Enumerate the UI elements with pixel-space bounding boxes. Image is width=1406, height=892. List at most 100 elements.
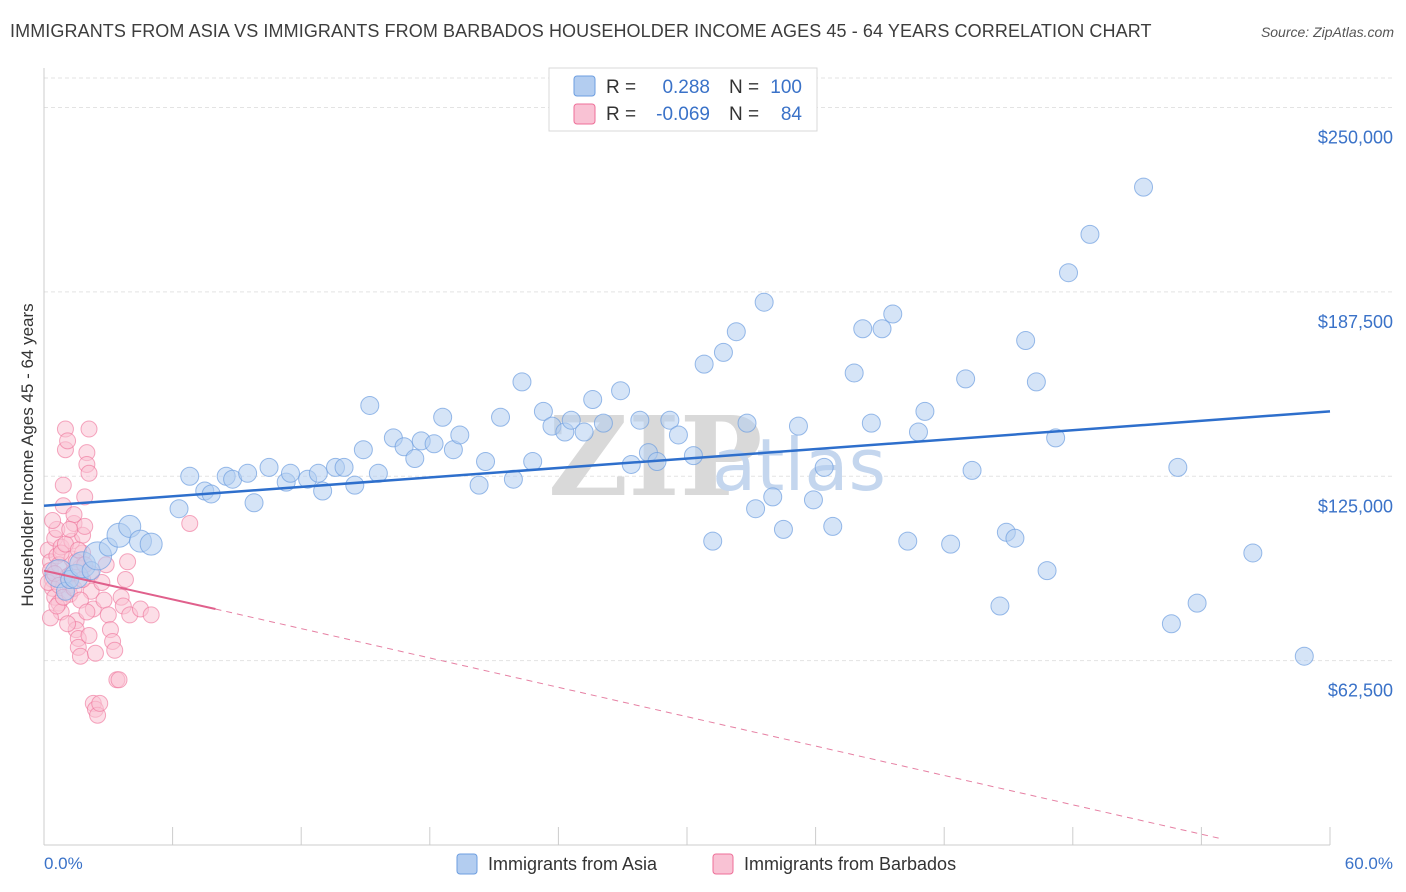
asia-point	[491, 407, 511, 427]
asia-point	[737, 413, 757, 433]
barbados-point	[54, 476, 72, 494]
barbados-point	[80, 627, 98, 645]
asia-point	[660, 410, 680, 430]
barbados-point	[59, 432, 77, 450]
barbados-point	[76, 488, 94, 506]
asia-point	[621, 454, 641, 474]
y-tick-label: $250,000	[1318, 128, 1393, 148]
watermark-atlas: atlas	[712, 423, 886, 507]
series-legend: Immigrants from Asia Immigrants from Bar…	[456, 853, 956, 875]
asia-point	[593, 413, 613, 433]
asia-point	[280, 463, 300, 483]
asia-point	[754, 292, 774, 312]
asia-point	[611, 381, 631, 401]
y-tick-label: $187,500	[1318, 312, 1393, 332]
barbados-point	[71, 647, 89, 665]
legend-r-value-asia: 0.288	[662, 77, 710, 98]
barbados-point	[181, 514, 199, 532]
barbados-point	[110, 671, 128, 689]
axes	[43, 68, 1331, 846]
asia-point	[683, 446, 703, 466]
source-label: Source: ZipAtlas.com	[1260, 24, 1394, 40]
stats-legend: R = 0.288 N = 100 R = -0.069 N = 84	[548, 67, 818, 132]
barbados-point	[59, 615, 77, 633]
asia-point	[259, 457, 279, 477]
asia-point	[746, 499, 766, 519]
asia-point	[814, 457, 834, 477]
chart-title: IMMIGRANTS FROM ASIA VS IMMIGRANTS FROM …	[10, 21, 1152, 41]
x-tick-label: 60.0%	[1345, 854, 1393, 873]
asia-point	[941, 534, 961, 554]
bottom-legend-swatch-barbados	[712, 853, 734, 875]
asia-point	[180, 466, 200, 486]
asia-point	[523, 452, 543, 471]
asia-point	[405, 449, 425, 469]
asia-point	[353, 440, 373, 460]
trend-line-asia	[43, 410, 1331, 507]
asia-point	[803, 490, 823, 510]
legend-r-label-barbados: R =	[606, 104, 636, 125]
asia-point	[1059, 263, 1079, 283]
barbados-point	[95, 591, 113, 609]
asia-point	[883, 304, 903, 324]
asia-point	[1187, 593, 1207, 613]
asia-point	[1026, 372, 1046, 392]
grid-lines	[44, 77, 1395, 662]
asia-point	[726, 322, 746, 342]
asia-point	[345, 475, 365, 495]
legend-swatch-asia	[573, 75, 596, 97]
asia-point	[244, 493, 264, 513]
asia-point	[713, 342, 733, 362]
barbados-point	[86, 644, 104, 662]
asia-point	[360, 395, 380, 415]
barbados-point	[76, 517, 94, 535]
asia-point	[394, 437, 414, 457]
barbados-point	[44, 512, 62, 529]
asia-point	[583, 390, 603, 410]
asia-point	[962, 460, 982, 480]
y-axis-label: Householder Income Ages 45 - 64 years	[18, 303, 37, 606]
asia-point	[956, 369, 976, 389]
barbados-point	[80, 464, 98, 482]
asia-point	[1161, 614, 1181, 634]
barbados-point	[78, 603, 96, 621]
legend-n-value-barbados: 84	[781, 104, 803, 125]
asia-point	[1005, 528, 1025, 548]
barbados-point	[80, 420, 98, 438]
legend-n-label-asia: N =	[729, 77, 759, 98]
legend-r-label-asia: R =	[606, 77, 636, 98]
asia-point	[853, 319, 873, 339]
barbados-point	[99, 606, 117, 624]
asia-point	[773, 519, 793, 539]
barbados-point	[91, 694, 109, 712]
asia-point	[1243, 543, 1263, 563]
asia-point	[898, 531, 918, 551]
legend-n-value-asia: 100	[770, 77, 802, 98]
asia-point	[703, 531, 723, 551]
asia-point	[139, 532, 163, 556]
bottom-legend-barbados: Immigrants from Barbados	[744, 854, 956, 874]
asia-point	[1168, 457, 1188, 477]
asia-point	[469, 475, 489, 495]
barbados-point	[116, 571, 134, 588]
asia-point	[238, 463, 258, 483]
asia-point	[915, 401, 935, 421]
asia-point	[433, 407, 453, 427]
legend-n-label-barbados: N =	[729, 104, 759, 125]
asia-point	[308, 463, 328, 483]
asia-point	[630, 410, 650, 430]
asia-point	[424, 434, 444, 454]
barbados-point	[61, 520, 79, 538]
series-asia-points	[44, 177, 1314, 666]
asia-point	[1016, 331, 1036, 351]
asia-point	[334, 457, 354, 477]
asia-point	[1080, 224, 1100, 244]
asia-point	[694, 354, 714, 374]
legend-swatch-barbados	[573, 103, 596, 125]
bottom-legend-asia: Immigrants from Asia	[488, 854, 658, 874]
asia-point	[476, 452, 496, 471]
asia-point	[668, 425, 688, 445]
asia-point	[1134, 177, 1154, 197]
tick-labels: $62,500 $125,000 $187,500 $250,000 0.0% 60.0%	[44, 128, 1393, 874]
